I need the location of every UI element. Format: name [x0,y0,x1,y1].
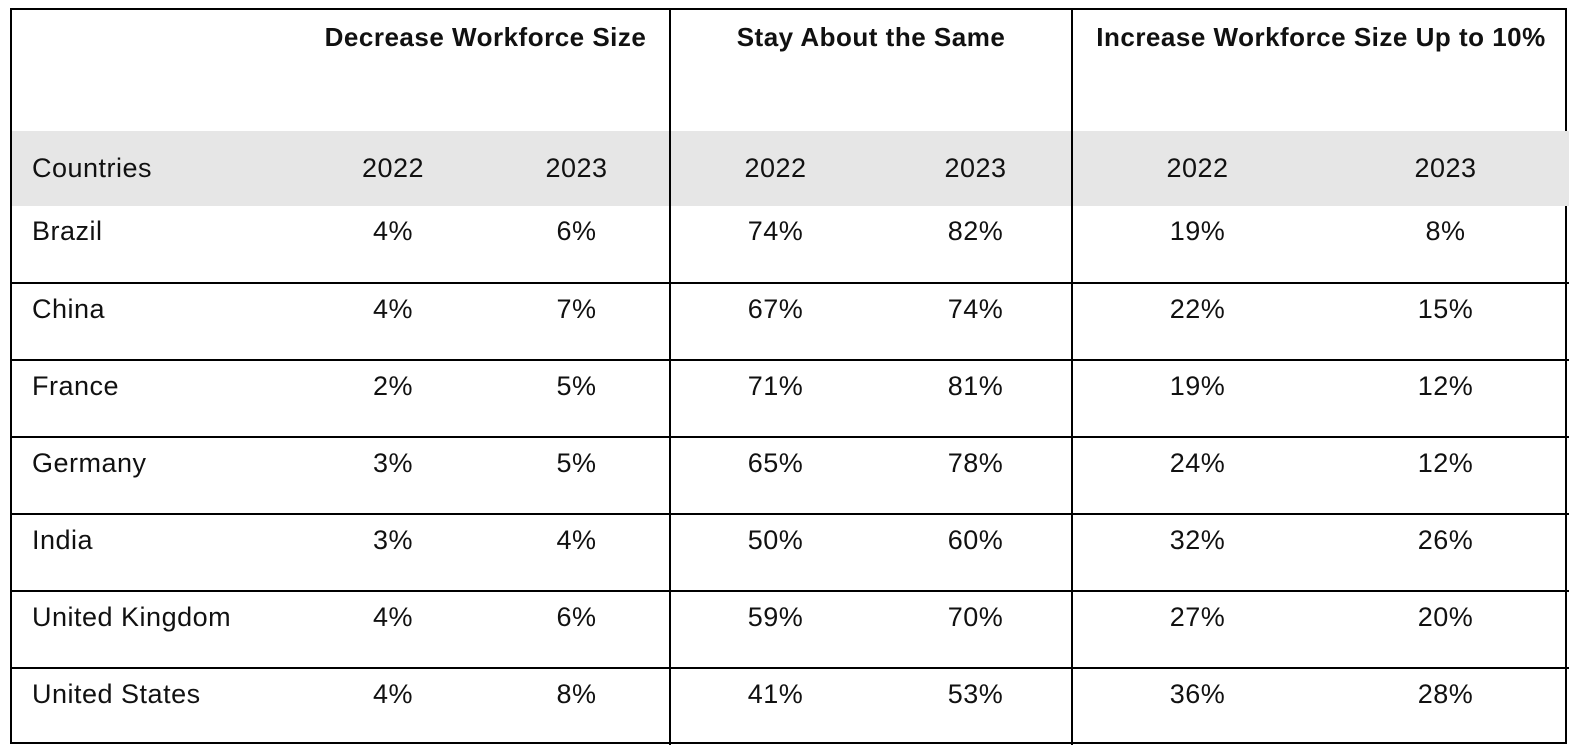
country-cell: India [12,513,302,591]
table-row: Brazil 4% 6% 74% 82% 19% 8% [12,206,1569,283]
value-cell: 59% [670,590,880,668]
value-cell: 67% [670,282,880,360]
value-cell: 26% [1322,513,1570,591]
value-cell: 22% [1072,282,1322,360]
value-cell: 65% [670,436,880,514]
workforce-table-container: Decrease Workforce Size Stay About the S… [10,8,1570,745]
value-cell: 32% [1072,513,1322,591]
value-cell: 19% [1169,216,1226,246]
group-header-same: Stay About the Same [670,10,1073,131]
value-cell: 74% [880,282,1073,360]
country-cell: Brazil [32,216,103,246]
year-header: 2022 [744,153,807,183]
value-cell: 60% [880,513,1073,591]
value-cell: 4% [372,216,414,246]
year-header: 2023 [484,131,671,206]
year-header: 2023 [880,131,1073,206]
value-cell: 4% [302,590,484,668]
year-header: 2022 [1166,153,1229,183]
country-cell: China [12,282,302,360]
value-cell: 24% [1072,436,1322,514]
value-cell: 4% [302,282,484,360]
value-cell: 6% [484,590,671,668]
value-cell: 41% [670,667,880,745]
value-cell: 74% [747,216,804,246]
table-row: United States 4% 8% 41% 53% 36% 28% [12,667,1570,745]
value-cell: 82% [880,206,1073,283]
value-cell: 5% [484,436,671,514]
value-cell: 12% [1322,359,1570,437]
value-cell: 28% [1322,667,1570,745]
table-row: France 2% 5% 71% 81% 19% 12% [12,359,1570,437]
value-cell: 4% [484,513,671,591]
value-cell: 81% [880,359,1073,437]
year-header: 2022 [361,153,425,183]
table-row: China 4% 7% 67% 74% 22% 15% [12,282,1570,360]
value-cell: 2% [302,359,484,437]
value-cell: 15% [1322,282,1570,360]
workforce-table: Decrease Workforce Size Stay About the S… [12,10,1570,745]
value-cell: 78% [880,436,1073,514]
value-cell: 20% [1322,590,1570,668]
value-cell: 19% [1072,359,1322,437]
table-row: Germany 3% 5% 65% 78% 24% 12% [12,436,1570,514]
country-cell: Germany [12,436,302,514]
value-cell: 3% [302,436,484,514]
value-cell: 8% [484,667,671,745]
value-cell: 70% [880,590,1073,668]
year-header: 2023 [1414,153,1477,183]
value-cell: 53% [880,667,1073,745]
value-cell: 71% [670,359,880,437]
empty-corner-cell [12,10,302,131]
group-header-increase: Increase Workforce Size Up to 10% [1096,22,1546,52]
country-cell: United Kingdom [12,590,302,668]
value-cell: 27% [1072,590,1322,668]
table-body: Brazil 4% 6% 74% 82% 19% 8% China 4% 7% 67% 74% 22% 1… [12,206,1570,745]
value-cell: 6% [484,206,671,283]
table-row: United Kingdom 4% 6% 59% 70% 27% 20% [12,590,1570,668]
group-header-decrease: Decrease Workforce Size [302,10,671,131]
country-cell: United States [12,667,302,745]
table-row: India 3% 4% 50% 60% 32% 26% [12,513,1570,591]
value-cell: 8% [1425,216,1466,246]
group-header-row: Decrease Workforce Size Stay About the S… [12,10,1569,131]
year-header-row: Countries 2022 2023 2022 2023 2022 2023 [12,131,1570,206]
value-cell: 12% [1322,436,1570,514]
value-cell: 50% [670,513,880,591]
value-cell: 4% [302,667,484,745]
countries-header: Countries [32,153,153,183]
value-cell: 3% [302,513,484,591]
country-cell: France [12,359,302,437]
value-cell: 7% [484,282,671,360]
value-cell: 36% [1072,667,1322,745]
value-cell: 5% [484,359,671,437]
